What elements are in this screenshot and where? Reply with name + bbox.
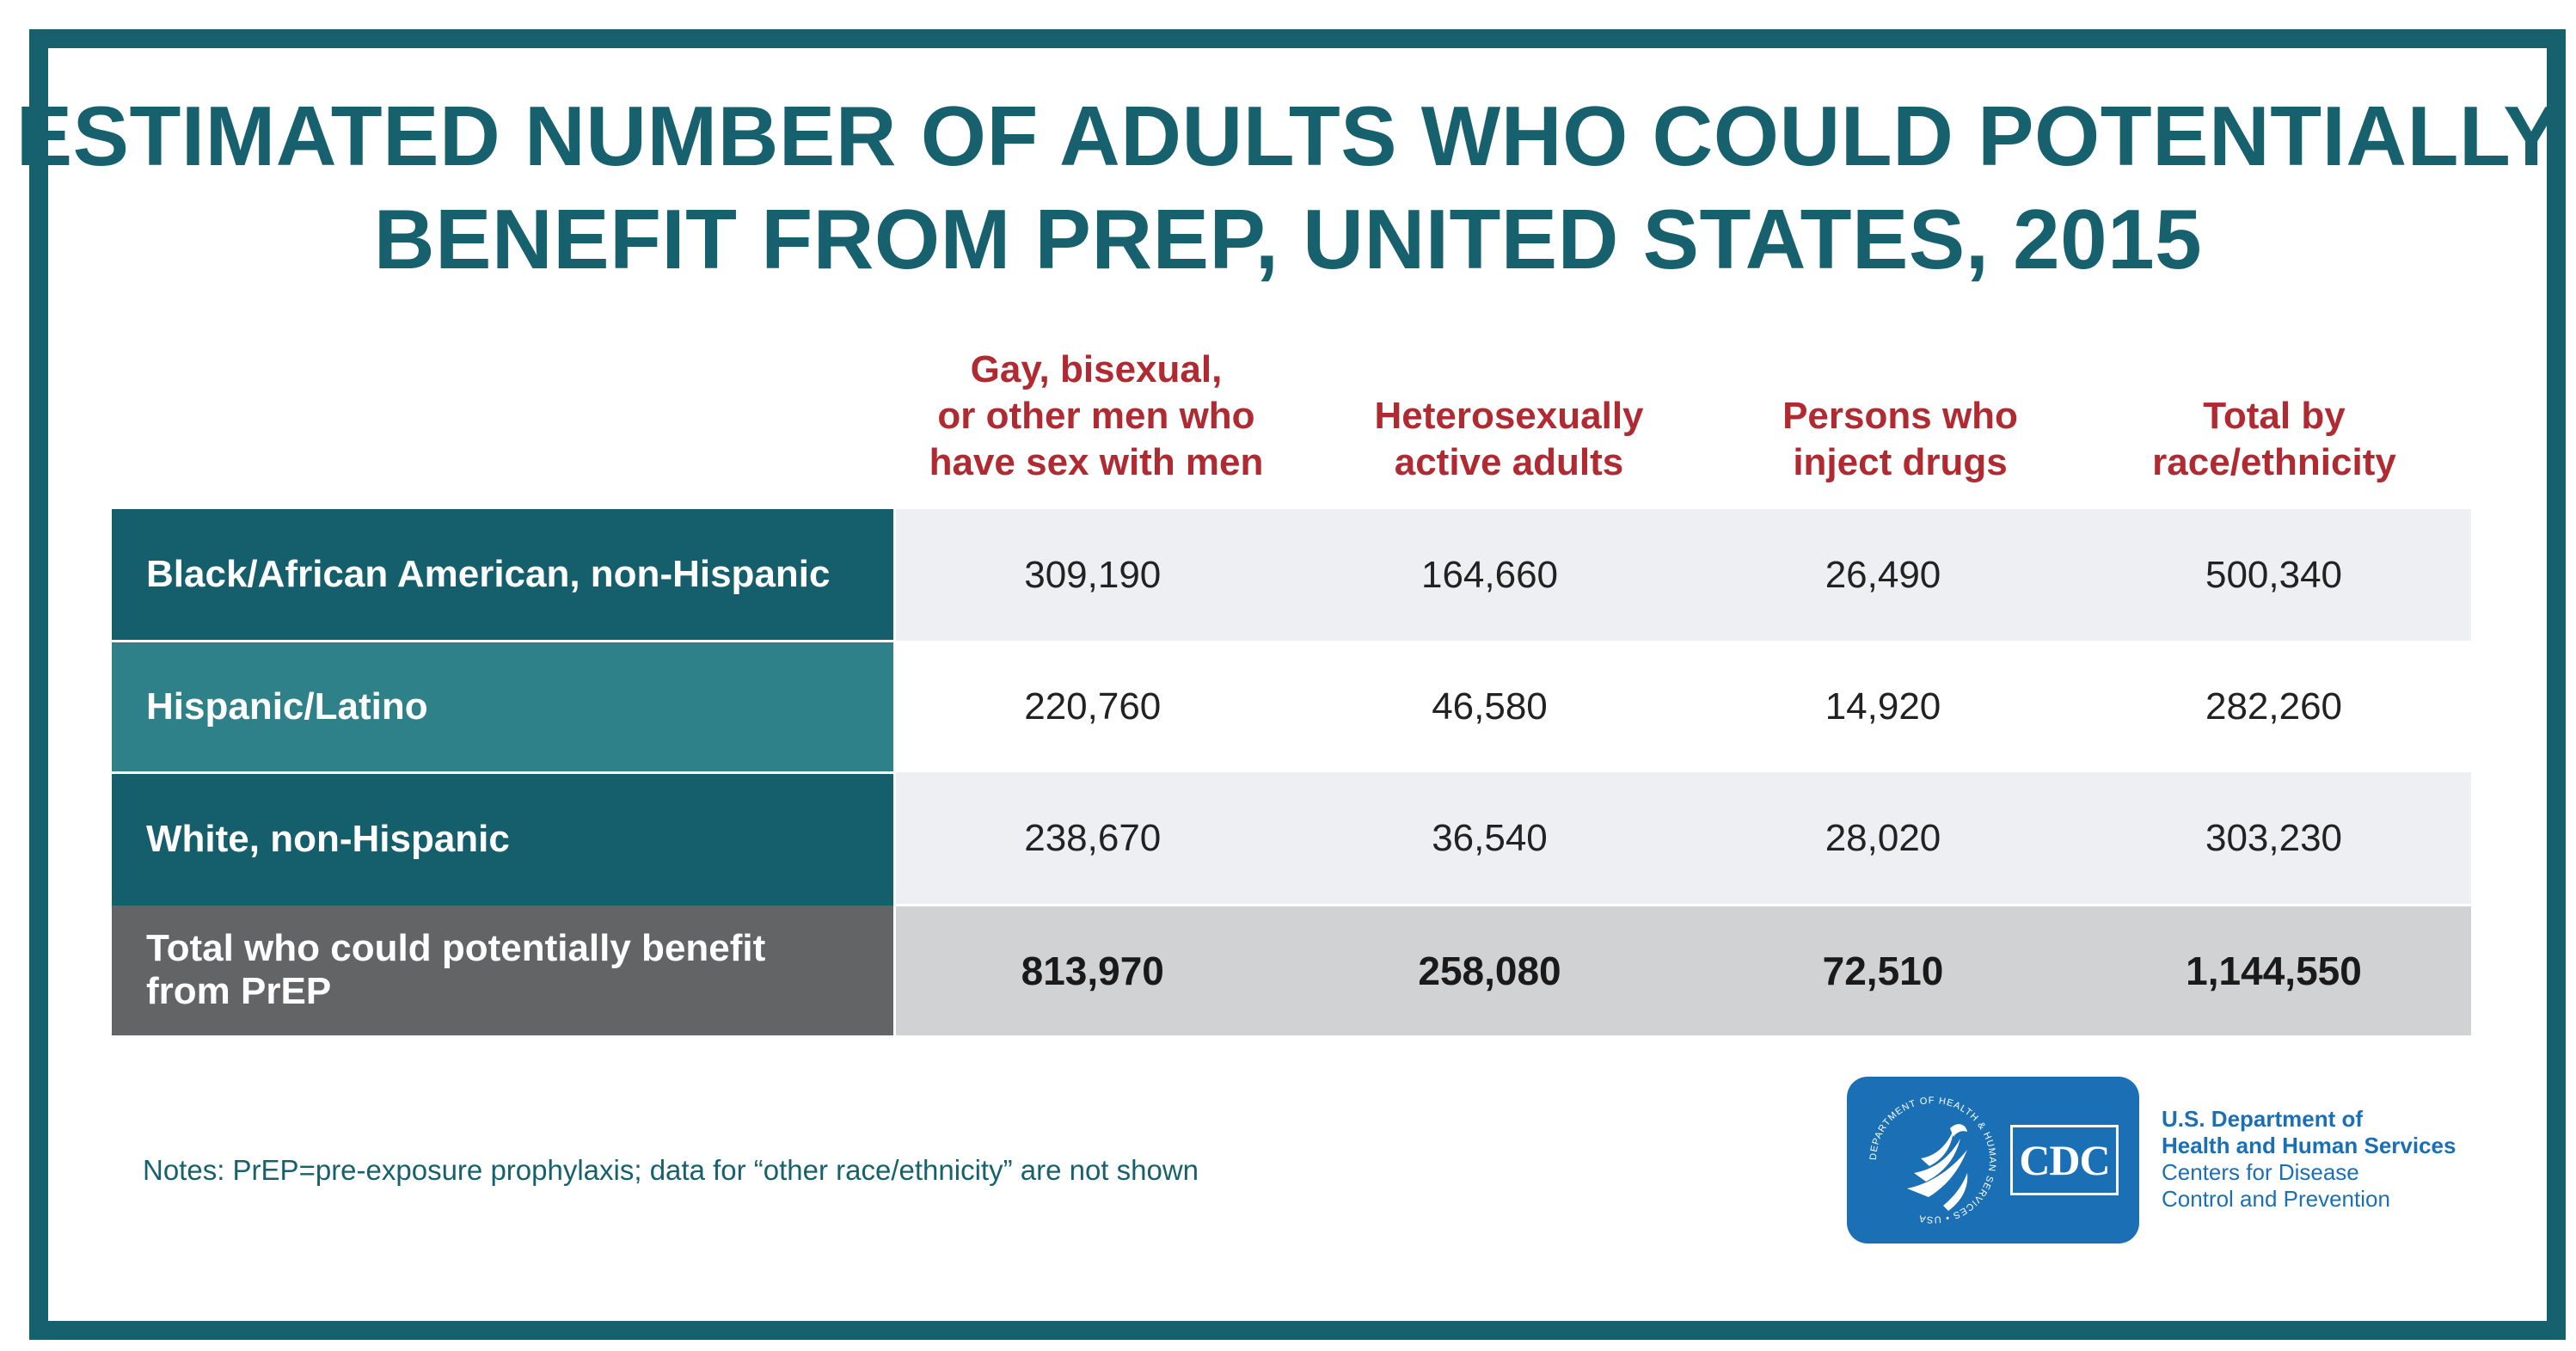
column-header-msm: Gay, bisexual, or other men who have sex…	[929, 348, 1264, 483]
table-cell: 164,660	[1290, 509, 1690, 641]
row-label: White, non-Hispanic	[112, 772, 896, 906]
row-label: Hispanic/Latino	[112, 639, 896, 774]
total-cell: 258,080	[1290, 905, 1690, 1035]
table-cell: 303,230	[2076, 772, 2471, 906]
table-row: White, non-Hispanic 238,670 36,540 28,02…	[112, 772, 2471, 906]
table-cell: 46,580	[1290, 641, 1690, 772]
total-row-label: Total who could potentially benefit from…	[112, 905, 896, 1035]
cdc-logo-text: CDC	[2019, 1136, 2110, 1184]
notes-text: Notes: PrEP=pre-exposure prophylaxis; da…	[143, 1154, 1199, 1186]
total-cell: 72,510	[1690, 905, 2076, 1035]
column-header-total: Total by race/ethnicity	[2152, 395, 2396, 483]
table-cell: 282,260	[2076, 641, 2471, 772]
total-cell: 813,970	[894, 905, 1290, 1035]
department-text: U.S. Department of Health and Human Serv…	[2162, 1106, 2456, 1212]
table-cell: 14,920	[1690, 641, 2076, 772]
column-header-pwid: Persons who inject drugs	[1782, 395, 2018, 483]
table-row: Hispanic/Latino 220,760 46,580 14,920 28…	[112, 639, 2471, 774]
table-row: Black/African American, non-Hispanic 309…	[112, 509, 2471, 641]
chart-title: ESTIMATED NUMBER OF ADULTS WHO COULD POT…	[15, 89, 2561, 286]
table-cell: 500,340	[2076, 509, 2471, 641]
table-cell: 238,670	[894, 772, 1290, 906]
column-header-heterosexual: Heterosexually active adults	[1374, 395, 1644, 483]
total-cell: 1,144,550	[2076, 905, 2471, 1035]
table-cell: 220,760	[894, 641, 1290, 772]
cdc-logo-badge: CDC	[2010, 1125, 2119, 1195]
data-table: Black/African American, non-Hispanic 309…	[112, 509, 2471, 1035]
row-label: Black/African American, non-Hispanic	[112, 509, 896, 641]
hhs-seal-icon: DEPARTMENT OF HEALTH & HUMAN SERVICES • …	[1868, 1096, 1996, 1225]
hhs-cdc-logo: DEPARTMENT OF HEALTH & HUMAN SERVICES • …	[1847, 1077, 2139, 1244]
total-row: Total who could potentially benefit from…	[112, 905, 2471, 1035]
table-cell: 28,020	[1690, 772, 2076, 906]
table-cell: 26,490	[1690, 509, 2076, 641]
table-cell: 36,540	[1290, 772, 1690, 906]
table-cell: 309,190	[894, 509, 1290, 641]
